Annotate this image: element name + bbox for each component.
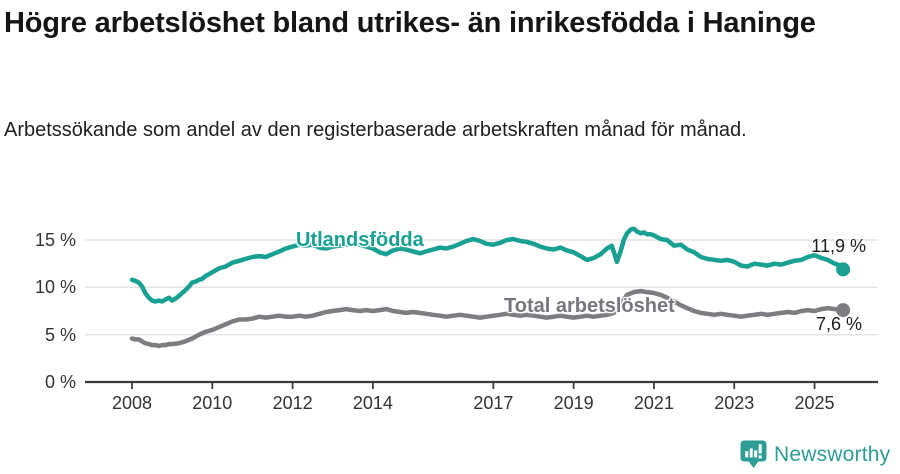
x-tick-label-2017: 2017 bbox=[473, 393, 514, 413]
x-tick-label-2023: 2023 bbox=[714, 393, 755, 413]
y-tick-label-5: 5 % bbox=[44, 324, 76, 345]
y-tick-label-15: 15 % bbox=[34, 230, 76, 250]
y-tick-label-10: 10 % bbox=[34, 277, 76, 298]
bar-chart-speech-bubble-icon bbox=[740, 440, 767, 468]
newsworthy-logo: Newsworthy bbox=[740, 440, 890, 469]
x-tick-label-2012: 2012 bbox=[272, 393, 313, 413]
newsworthy-wordmark: Newsworthy bbox=[774, 442, 891, 466]
page-subtitle: Arbetssökande som andel av den registerb… bbox=[4, 119, 747, 141]
page-title: Högre arbetslöshet bland utrikes- än inr… bbox=[4, 7, 816, 39]
end-value-utlandsfodda: 11,9 % bbox=[811, 236, 866, 256]
x-tick-label-2014: 2014 bbox=[352, 393, 393, 413]
series-label-utlandsfodda: Utlandsfödda bbox=[296, 229, 424, 251]
series-line-1 bbox=[129, 288, 846, 349]
series-end-dot-1 bbox=[836, 303, 851, 318]
x-tick-label-2019: 2019 bbox=[553, 393, 594, 413]
x-tick-label-2025: 2025 bbox=[794, 393, 835, 413]
series-line-0 bbox=[129, 226, 846, 304]
x-tick-label-2008: 2008 bbox=[111, 393, 153, 413]
x-tick-label-2021: 2021 bbox=[633, 393, 674, 413]
series-label-total-arbetsloshet: Total arbetslöshet bbox=[504, 295, 675, 317]
x-tick-label-2010: 2010 bbox=[192, 393, 233, 413]
series-end-dot-0 bbox=[836, 262, 851, 277]
end-value-total-arbetsloshet: 7,6 % bbox=[815, 314, 862, 334]
y-tick-label-0: 0 % bbox=[44, 372, 76, 392]
